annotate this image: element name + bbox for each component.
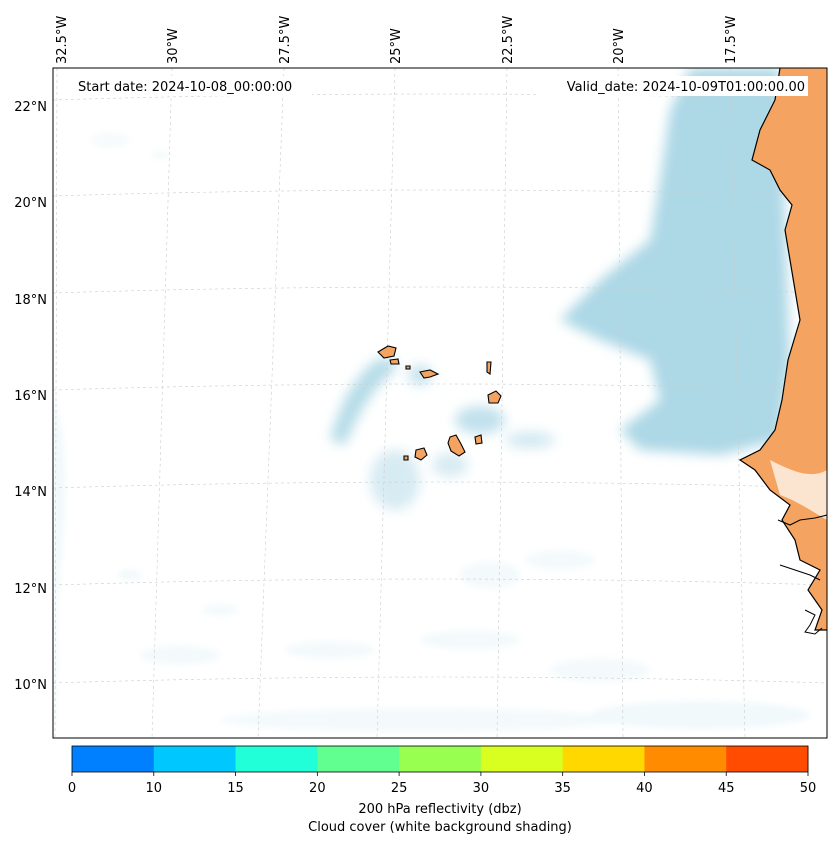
cloud-arc-islands — [330, 358, 396, 445]
longitude-labels: 32.5°W 30°W 27.5°W 25°W 22.5°W 20°W 17.5… — [55, 16, 739, 64]
island-boa-vista — [487, 390, 502, 404]
colorbar-ticks: 0 10 15 20 25 30 35 40 45 50 — [68, 772, 816, 796]
latitude-labels: 22°N 20°N 18°N 16°N 14°N 12°N 10°N — [14, 100, 47, 693]
colorbar-subtitle: Cloud cover (white background shading) — [308, 820, 572, 835]
colorbar-tick-label: 20 — [309, 781, 326, 796]
lon-label: 22.5°W — [501, 16, 516, 64]
colorbar-tick-label: 10 — [146, 781, 163, 796]
lon-label: 27.5°W — [278, 16, 293, 64]
lat-label: 18°N — [14, 293, 47, 308]
colorbar-segment — [235, 746, 318, 772]
lat-label: 14°N — [14, 485, 47, 500]
lat-label: 20°N — [14, 196, 47, 211]
lon-label: 30°W — [166, 28, 181, 64]
lon-label: 25°W — [389, 28, 404, 64]
colorbar-segment — [644, 746, 727, 772]
colorbar: 0 10 15 20 25 30 35 40 45 50 200 hPa reflectivity… — [68, 745, 816, 835]
cloud-band-east — [560, 68, 790, 455]
colorbar-segment — [480, 746, 564, 772]
start-date-box — [72, 76, 312, 96]
island-fogo — [414, 447, 428, 461]
island-santiago — [447, 434, 466, 457]
cloud-cover — [330, 68, 790, 510]
island-santo-antao — [377, 345, 397, 359]
colorbar-tick-label: 45 — [718, 781, 735, 796]
valid-date-label: Valid_date: 2024-10-09T01:00:00.00 — [567, 80, 805, 95]
cloud-cover-faint — [53, 132, 810, 738]
lon-label: 20°W — [612, 28, 627, 64]
colorbar-segment — [153, 746, 237, 772]
africa-coastline — [738, 68, 827, 631]
lat-label: 22°N — [14, 100, 47, 115]
colorbar-tick-label: 25 — [391, 781, 408, 796]
island-sal — [486, 361, 492, 375]
colorbar-tick-label: 15 — [227, 781, 244, 796]
lat-label: 10°N — [14, 678, 47, 693]
colorbar-tick-label: 35 — [554, 781, 571, 796]
colorbar-segment — [399, 746, 482, 772]
lon-label: 17.5°W — [724, 16, 739, 64]
cape-verde-islands — [377, 345, 502, 461]
colorbar-segment — [726, 746, 809, 772]
map-frame — [52, 67, 828, 739]
valid-date-box — [538, 76, 808, 96]
island-sao-vicente — [389, 358, 400, 365]
colorbar-tick-label: 30 — [473, 781, 490, 796]
island-maio — [474, 434, 483, 445]
start-date-label: Start date: 2024-10-08_00:00:00 — [78, 80, 292, 95]
island-sao-nicolau — [419, 369, 440, 379]
colorbar-segment — [317, 746, 400, 772]
lon-label: 32.5°W — [55, 16, 70, 64]
colorbar-segment — [562, 746, 645, 772]
colorbar-segment — [72, 746, 155, 772]
island-santa-luzia — [405, 365, 411, 370]
lat-label: 12°N — [14, 582, 47, 597]
lat-label: 16°N — [14, 389, 47, 404]
colorbar-frame — [71, 745, 809, 773]
colorbar-tick-label: 50 — [800, 781, 817, 796]
colorbar-title: 200 hPa reflectivity (dbz) — [358, 802, 521, 817]
africa-white-patch — [770, 460, 827, 520]
map-panel — [53, 68, 827, 738]
graticule — [53, 68, 827, 738]
colorbar-segments — [72, 746, 809, 772]
colorbar-tick-label: 40 — [636, 781, 653, 796]
colorbar-tick-label: 0 — [68, 781, 76, 796]
island-brava — [403, 455, 409, 461]
